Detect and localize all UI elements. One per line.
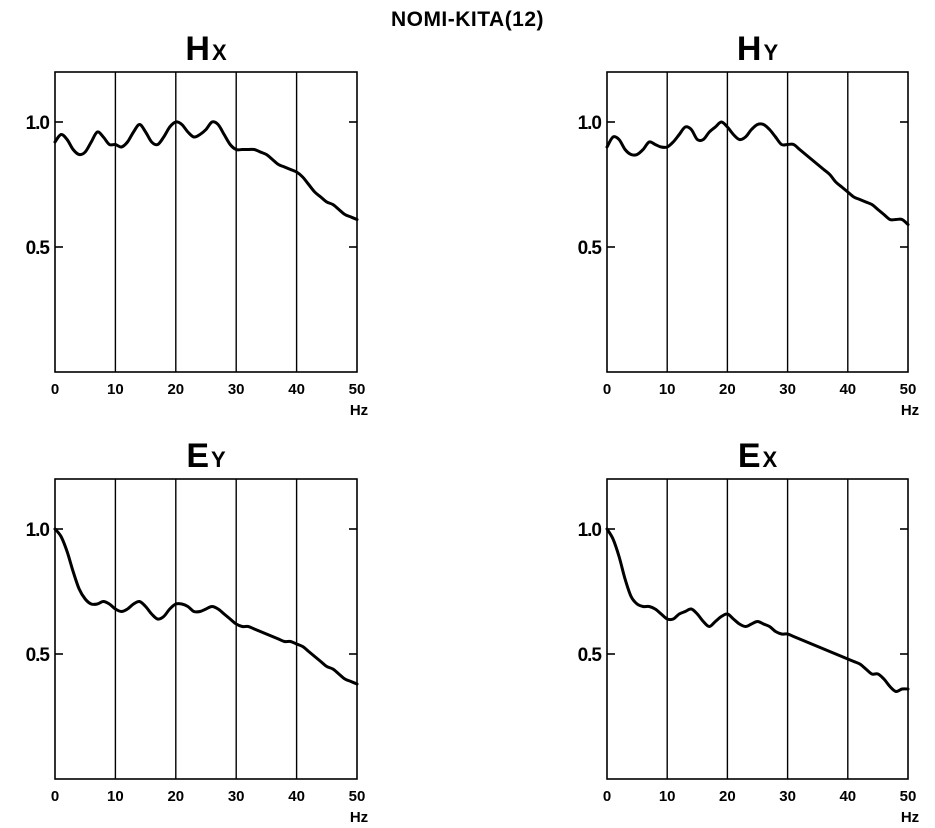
panel-title-hx: HX [185,30,227,68]
panel-ey: 0.5 1.0 0 10 20 30 40 50 Hz EY [26,437,369,826]
x-tick-label-hx: 0 [51,381,59,398]
panel-title-ey: EY [186,437,226,475]
series-line-ey [53,527,359,686]
x-tick-label-ex: 30 [779,788,796,805]
x-tick-label-ex: 0 [603,788,611,805]
plot-frame-ex [606,478,909,780]
plot-frame-ey [54,478,358,780]
x-tick-label-ey: 40 [288,788,305,805]
y-tick-label-hx: 1.0 [26,113,50,134]
y-tick-label-hx: 0.5 [26,238,51,259]
y-tick-label-hy: 1.0 [578,113,602,134]
x-tick-label-hx: 50 [349,381,366,398]
series-line-ex [605,527,910,694]
series-line-hx [53,120,359,221]
x-tick-label-hy: 0 [603,381,611,398]
panel-title-ex: EX [738,437,778,475]
x-tick-label-hy: 20 [719,381,736,398]
x-tick-label-hy: 10 [659,381,676,398]
x-axis-label-ex: Hz [901,809,919,826]
x-tick-label-ey: 20 [167,788,184,805]
panel-hy: 0.5 1.0 0 10 20 30 40 50 Hz HY [578,30,920,419]
figure-title: NOMI-KITA(12) [390,8,545,31]
panel-hx: 0.5 1.0 0 10 20 30 40 50 Hz HX [26,30,369,419]
y-tick-label-ex: 1.0 [578,520,602,541]
x-tick-label-ex: 50 [900,788,917,805]
plot-frame-hx [54,71,358,373]
panel-ex: 0.5 1.0 0 10 20 30 40 50 Hz EX [578,437,920,826]
plot-frame-hy [606,71,909,373]
x-tick-label-hy: 40 [839,381,856,398]
x-tick-label-hy: 50 [900,381,917,398]
x-tick-label-ey: 10 [107,788,124,805]
x-axis-label-hy: Hz [901,402,919,419]
x-tick-label-ey: 30 [228,788,245,805]
panel-title-hy: HY [737,30,779,68]
series-line-hy [605,120,910,226]
x-axis-label-ey: Hz [350,809,368,826]
x-tick-label-ex: 20 [719,788,736,805]
x-tick-label-hx: 30 [228,381,245,398]
y-tick-label-ey: 0.5 [26,645,51,666]
x-tick-label-hx: 10 [107,381,124,398]
x-tick-label-hy: 30 [779,381,796,398]
x-tick-label-hx: 20 [167,381,184,398]
x-tick-label-ey: 0 [51,788,59,805]
x-axis-label-hx: Hz [350,402,368,419]
x-tick-label-ey: 50 [349,788,366,805]
y-tick-label-ex: 0.5 [578,645,603,666]
x-tick-label-ex: 10 [659,788,676,805]
y-tick-label-ey: 1.0 [26,520,50,541]
y-tick-label-hy: 0.5 [578,238,603,259]
x-tick-label-ex: 40 [839,788,856,805]
x-tick-label-hx: 40 [288,381,305,398]
